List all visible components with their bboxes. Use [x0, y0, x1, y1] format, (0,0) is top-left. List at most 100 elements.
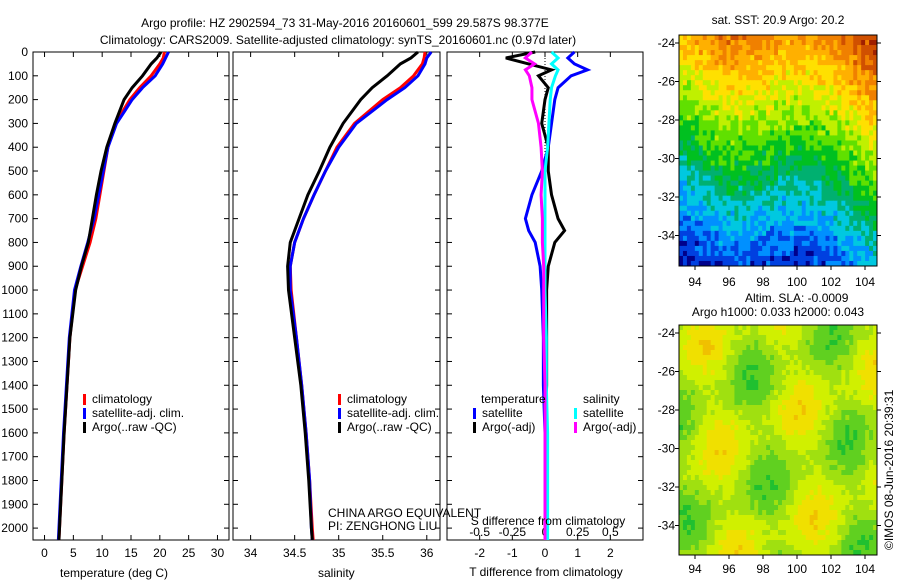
- map-cell: [726, 505, 731, 511]
- map-cell: [714, 495, 720, 501]
- map-cell: [845, 355, 850, 361]
- map-cell: [734, 65, 739, 71]
- map-cell: [837, 225, 842, 232]
- map-cell: [821, 515, 827, 521]
- map-cell: [825, 75, 830, 81]
- map-cell: [750, 220, 755, 227]
- map-cell: [829, 120, 834, 126]
- map-cell: [682, 355, 688, 361]
- map-cell: [754, 220, 759, 227]
- map-cell: [789, 240, 795, 247]
- map-cell: [774, 430, 779, 436]
- map-cell: [841, 35, 846, 41]
- map-cell: [797, 425, 803, 431]
- map-cell: [849, 535, 854, 541]
- map-cell: [734, 495, 739, 501]
- map-cell: [766, 95, 771, 101]
- map-cell: [746, 185, 751, 192]
- map-cell: [730, 335, 735, 341]
- map-cell: [722, 85, 728, 91]
- map-cell: [781, 460, 787, 466]
- x-tick-label: 2: [607, 546, 614, 560]
- map-cell: [770, 360, 775, 366]
- map-cell: [698, 420, 704, 426]
- map-cell: [698, 225, 704, 232]
- map-cell: [853, 345, 858, 351]
- map-cell: [821, 35, 827, 41]
- map-cell: [809, 350, 815, 356]
- map-cell: [817, 205, 823, 212]
- map-cell: [845, 100, 850, 106]
- map-cell: [841, 465, 846, 471]
- map-cell: [754, 60, 759, 66]
- map-cell: [861, 350, 866, 356]
- map-cell: [809, 330, 815, 336]
- map-cell: [774, 455, 779, 461]
- map-cell: [849, 40, 854, 46]
- map-cell: [845, 35, 850, 41]
- map-cell: [853, 80, 858, 86]
- map-cell: [714, 425, 720, 431]
- map-cell: [873, 90, 878, 96]
- map-cell: [785, 55, 791, 61]
- map-cell: [758, 125, 763, 131]
- map-cell: [722, 495, 728, 501]
- map-cell: [849, 550, 854, 556]
- map-cell: [813, 165, 819, 172]
- map-cell: [738, 145, 743, 151]
- map-cell: [841, 400, 846, 406]
- map-cell: [682, 360, 688, 366]
- map-cell: [746, 75, 751, 81]
- map-cell: [762, 145, 767, 151]
- map-cell: [710, 390, 716, 396]
- map-cell: [873, 525, 878, 531]
- map-cell: [801, 535, 807, 541]
- map-cell: [770, 40, 775, 46]
- map-cell: [845, 145, 850, 151]
- map-cell: [686, 355, 692, 361]
- map-cell: [718, 465, 724, 471]
- map-cell: [813, 40, 819, 46]
- map-cell: [789, 245, 795, 252]
- depth-tick-label: 200: [8, 93, 28, 107]
- map-cell: [754, 425, 759, 431]
- map-cell: [726, 500, 731, 506]
- map-cell: [805, 505, 811, 511]
- map-cell: [742, 520, 747, 526]
- map-cell: [825, 200, 830, 207]
- map-cell: [809, 245, 815, 252]
- map-cell: [694, 40, 700, 46]
- map-cell: [734, 530, 739, 536]
- map-cell: [861, 435, 866, 441]
- map-cell: [706, 445, 712, 451]
- map-cell: [829, 250, 834, 257]
- map-cell: [841, 65, 846, 71]
- map-cell: [746, 325, 751, 331]
- map-cell: [718, 100, 724, 106]
- map-cell: [754, 355, 759, 361]
- map-cell: [845, 240, 850, 247]
- map-cell: [718, 220, 724, 227]
- map-cell: [785, 35, 791, 41]
- map-cell: [825, 515, 830, 521]
- map-cell: [702, 425, 708, 431]
- legend-swatch: [338, 394, 341, 405]
- map-cell: [774, 345, 779, 351]
- map-cell: [706, 230, 712, 237]
- map-cell: [750, 395, 755, 401]
- map-cell: [726, 130, 731, 136]
- map-cell: [857, 250, 862, 257]
- map-cell: [797, 190, 803, 197]
- map-cell: [861, 100, 866, 106]
- map-cell: [718, 545, 724, 551]
- map-cell: [789, 255, 795, 262]
- map-cell: [758, 515, 763, 521]
- map-cell: [785, 230, 791, 237]
- map-cell: [734, 40, 739, 46]
- map-cell: [785, 505, 791, 511]
- map-cell: [861, 515, 866, 521]
- map-cell: [714, 410, 720, 416]
- map-cell: [781, 540, 787, 546]
- map-cell: [750, 80, 755, 86]
